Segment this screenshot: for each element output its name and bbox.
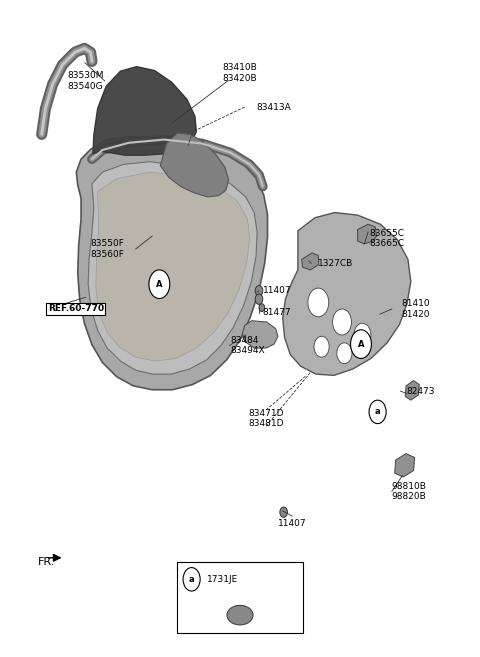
Circle shape xyxy=(255,294,263,304)
Circle shape xyxy=(354,323,371,347)
Text: A: A xyxy=(156,280,163,288)
Text: 83530M
83540G: 83530M 83540G xyxy=(68,71,104,91)
Text: 1731JE: 1731JE xyxy=(207,575,238,584)
Text: a: a xyxy=(189,575,194,584)
Ellipse shape xyxy=(227,605,253,625)
Text: 98810B
98820B: 98810B 98820B xyxy=(391,482,426,501)
Circle shape xyxy=(259,304,264,311)
Text: 83410B
83420B: 83410B 83420B xyxy=(223,64,257,83)
Polygon shape xyxy=(88,162,257,374)
Polygon shape xyxy=(76,136,267,390)
Polygon shape xyxy=(395,453,415,477)
Text: 81410
81420: 81410 81420 xyxy=(401,299,430,319)
Text: REF.60-770: REF.60-770 xyxy=(48,304,104,313)
FancyBboxPatch shape xyxy=(178,562,302,633)
Circle shape xyxy=(280,507,288,518)
Circle shape xyxy=(314,336,329,357)
Text: 83484
83494X: 83484 83494X xyxy=(230,336,265,355)
Text: 11407: 11407 xyxy=(278,520,307,528)
Text: 1327CB: 1327CB xyxy=(318,259,354,268)
Text: 83550F
83560F: 83550F 83560F xyxy=(90,239,124,259)
Text: 11407: 11407 xyxy=(263,286,291,295)
Polygon shape xyxy=(301,253,319,270)
Text: 81477: 81477 xyxy=(263,308,291,317)
Circle shape xyxy=(149,270,170,298)
Circle shape xyxy=(333,309,351,335)
Polygon shape xyxy=(405,380,420,400)
Polygon shape xyxy=(93,66,196,155)
Text: 83655C
83665C: 83655C 83665C xyxy=(370,229,405,248)
Circle shape xyxy=(255,286,263,296)
Text: 83413A: 83413A xyxy=(257,102,291,112)
Text: A: A xyxy=(358,340,364,349)
Polygon shape xyxy=(96,172,250,361)
Text: a: a xyxy=(375,407,381,417)
Circle shape xyxy=(308,288,329,317)
Circle shape xyxy=(350,330,372,359)
Polygon shape xyxy=(283,213,411,375)
Circle shape xyxy=(183,568,200,591)
Circle shape xyxy=(337,343,352,364)
Text: 82473: 82473 xyxy=(406,386,434,396)
Circle shape xyxy=(369,400,386,424)
Polygon shape xyxy=(242,321,278,348)
Polygon shape xyxy=(160,133,228,197)
Text: FR.: FR. xyxy=(38,556,56,567)
Text: 83471D
83481D: 83471D 83481D xyxy=(248,409,284,428)
Polygon shape xyxy=(358,224,377,244)
